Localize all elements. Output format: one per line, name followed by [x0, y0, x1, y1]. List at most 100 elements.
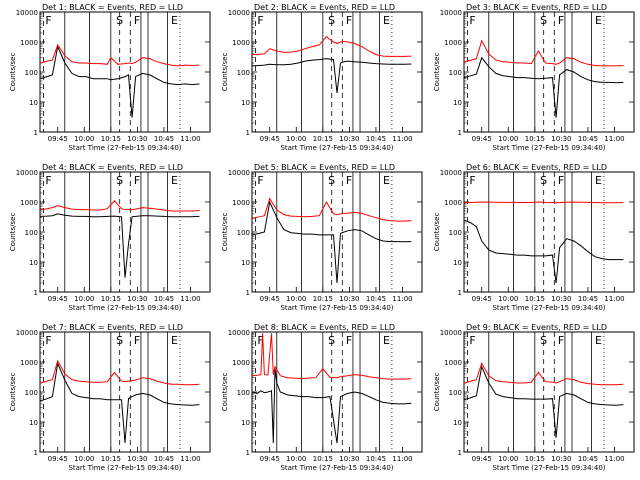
marker-label: F	[134, 334, 140, 347]
panel-title: Det 6: BLACK = Events, RED = LLD	[466, 163, 607, 172]
y-axis-label: Counts/sec	[9, 213, 17, 252]
x-tick-label: 10:30	[127, 455, 147, 463]
x-tick-label: 11:00	[604, 455, 624, 463]
x-tick-label: 10:45	[578, 455, 598, 463]
x-tick-label: 10:00	[286, 455, 306, 463]
marker-label: F	[558, 174, 564, 187]
marker-label: E	[171, 174, 178, 187]
y-tick-label: 1000	[444, 199, 462, 207]
series-line-lld	[251, 333, 412, 380]
marker-label: F	[45, 14, 51, 27]
x-tick-label: 09:45	[472, 455, 492, 463]
marker-label: E	[383, 334, 390, 347]
series-line-events	[251, 58, 412, 94]
marker-label: F	[134, 14, 140, 27]
y-tick-label: 1	[34, 129, 38, 137]
x-tick-label: 10:15	[313, 455, 333, 463]
x-axis-label: Start Time (27-Feb-15 09:34:40)	[280, 144, 393, 152]
y-axis-label: Counts/sec	[9, 53, 17, 92]
y-tick-label: 10000	[16, 169, 38, 177]
marker-label: F	[134, 174, 140, 187]
x-tick-label: 10:00	[74, 135, 94, 143]
y-tick-label: 10	[241, 419, 250, 427]
x-tick-label: 10:45	[154, 135, 174, 143]
marker-label: S	[116, 174, 123, 187]
marker-label: F	[558, 14, 564, 27]
y-tick-label: 100	[237, 389, 250, 397]
series-line-events	[251, 368, 412, 444]
y-tick-label: 1	[34, 449, 38, 457]
y-tick-label: 1	[458, 449, 462, 457]
x-tick-label: 09:45	[48, 295, 68, 303]
y-tick-label: 1	[246, 449, 250, 457]
x-tick-label: 10:00	[498, 295, 518, 303]
y-tick-label: 10	[29, 259, 38, 267]
y-axis-label: Counts/sec	[9, 373, 17, 412]
x-tick-label: 11:00	[180, 455, 200, 463]
y-tick-label: 10000	[440, 169, 462, 177]
x-tick-label: 11:00	[392, 135, 412, 143]
y-tick-label: 10000	[228, 329, 250, 337]
y-tick-label: 10	[453, 99, 462, 107]
panel-title: Det 1: BLACK = Events, RED = LLD	[42, 3, 183, 12]
marker-label: F	[45, 174, 51, 187]
plot-frame	[251, 171, 423, 293]
y-tick-label: 10000	[228, 169, 250, 177]
panel-title: Det 7: BLACK = Events, RED = LLD	[42, 323, 183, 332]
x-tick-label: 11:00	[180, 135, 200, 143]
y-tick-label: 100	[449, 389, 462, 397]
y-tick-label: 1	[246, 289, 250, 297]
marker-label: F	[257, 174, 263, 187]
x-axis-label: Start Time (27-Feb-15 09:34:40)	[280, 464, 393, 472]
panel-title: Det 9: BLACK = Events, RED = LLD	[466, 323, 607, 332]
marker-label: F	[257, 14, 263, 27]
x-tick-label: 10:15	[101, 295, 121, 303]
plot-frame	[39, 11, 211, 133]
x-tick-label: 10:00	[498, 135, 518, 143]
x-tick-label: 10:15	[101, 455, 121, 463]
y-tick-label: 1000	[20, 199, 38, 207]
x-tick-label: 10:15	[101, 135, 121, 143]
marker-label: S	[116, 334, 123, 347]
marker-label: F	[346, 334, 352, 347]
y-tick-label: 10000	[440, 329, 462, 337]
marker-label: S	[328, 334, 335, 347]
y-tick-label: 100	[449, 69, 462, 77]
y-tick-label: 100	[449, 229, 462, 237]
x-tick-label: 10:45	[578, 135, 598, 143]
marker-label: E	[171, 334, 178, 347]
x-tick-label: 10:30	[339, 455, 359, 463]
series-line-events	[251, 200, 412, 284]
x-tick-label: 10:15	[313, 135, 333, 143]
y-tick-label: 1000	[232, 199, 250, 207]
series-line-lld	[463, 39, 624, 67]
y-tick-label: 10000	[440, 9, 462, 17]
x-tick-label: 10:45	[578, 295, 598, 303]
y-tick-label: 1000	[20, 39, 38, 47]
x-tick-label: 10:30	[127, 135, 147, 143]
x-axis-label: Start Time (27-Feb-15 09:34:40)	[492, 304, 605, 312]
panel-title: Det 3: BLACK = Events, RED = LLD	[466, 3, 607, 12]
panel-title: Det 4: BLACK = Events, RED = LLD	[42, 163, 183, 172]
x-tick-label: 10:00	[74, 455, 94, 463]
marker-label: S	[540, 334, 547, 347]
marker-label: E	[383, 14, 390, 27]
y-axis-label: Counts/sec	[221, 213, 229, 252]
y-tick-label: 100	[237, 229, 250, 237]
x-tick-label: 10:30	[127, 295, 147, 303]
x-tick-label: 10:00	[286, 135, 306, 143]
y-tick-label: 100	[25, 389, 38, 397]
x-tick-label: 09:45	[472, 295, 492, 303]
marker-label: F	[346, 14, 352, 27]
y-axis-label: Counts/sec	[433, 53, 441, 92]
y-tick-label: 10	[29, 99, 38, 107]
x-axis-label: Start Time (27-Feb-15 09:34:40)	[492, 144, 605, 152]
x-axis-label: Start Time (27-Feb-15 09:34:40)	[280, 304, 393, 312]
marker-label: F	[469, 174, 475, 187]
x-tick-label: 09:45	[48, 455, 68, 463]
plot-frame	[251, 331, 423, 453]
